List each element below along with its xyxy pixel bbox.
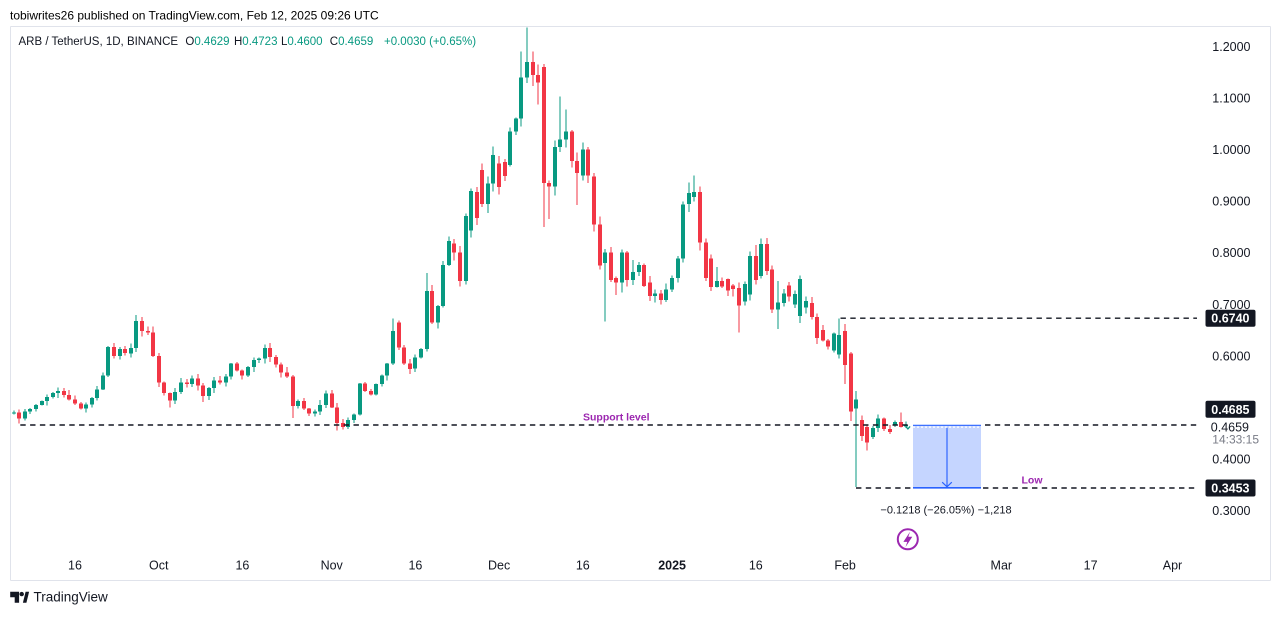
svg-text:0.4723: 0.4723	[242, 36, 277, 48]
svg-text:+0.0030 (+0.65%): +0.0030 (+0.65%)	[384, 36, 476, 48]
svg-text:0.8000: 0.8000	[1212, 246, 1250, 260]
svg-text:tobiwrites26 published on Trad: tobiwrites26 published on TradingView.co…	[10, 9, 379, 23]
svg-text:17: 17	[1084, 559, 1098, 573]
svg-text:0.4685: 0.4685	[1211, 403, 1249, 417]
svg-text:Low: Low	[1022, 475, 1044, 487]
svg-text:0.4629: 0.4629	[194, 36, 229, 48]
svg-text:Mar: Mar	[991, 559, 1013, 573]
svg-text:1.1000: 1.1000	[1212, 92, 1250, 106]
svg-text:0.6740: 0.6740	[1211, 312, 1249, 326]
svg-text:1.0000: 1.0000	[1212, 143, 1250, 157]
svg-text:16: 16	[68, 559, 82, 573]
svg-text:0.4000: 0.4000	[1212, 452, 1250, 466]
svg-text:0.3453: 0.3453	[1211, 482, 1249, 496]
svg-text:O: O	[185, 36, 194, 48]
svg-text:C: C	[330, 36, 338, 48]
svg-text:Apr: Apr	[1163, 559, 1182, 573]
svg-text:14:33:15: 14:33:15	[1212, 433, 1259, 447]
svg-text:16: 16	[749, 559, 763, 573]
svg-text:16: 16	[408, 559, 422, 573]
svg-text:−0.1218 (−26.05%) −1,218: −0.1218 (−26.05%) −1,218	[880, 505, 1011, 517]
svg-text:0.4659: 0.4659	[338, 36, 373, 48]
svg-text:Support level: Support level	[583, 412, 650, 424]
svg-text:0.7000: 0.7000	[1212, 298, 1250, 312]
svg-text:ARB / TetherUS, 1D, BINANCE: ARB / TetherUS, 1D, BINANCE	[19, 36, 179, 48]
svg-text:16: 16	[576, 559, 590, 573]
svg-text:0.6000: 0.6000	[1212, 349, 1250, 363]
svg-text:0.4600: 0.4600	[287, 36, 322, 48]
svg-text:Dec: Dec	[488, 559, 510, 573]
svg-text:Oct: Oct	[149, 559, 169, 573]
svg-text:0.9000: 0.9000	[1212, 195, 1250, 209]
svg-text:L: L	[281, 36, 288, 48]
svg-text:16: 16	[235, 559, 249, 573]
svg-text:0.4659: 0.4659	[1211, 421, 1249, 435]
svg-text:Feb: Feb	[834, 559, 856, 573]
svg-text:H: H	[234, 36, 242, 48]
svg-text:TradingView: TradingView	[34, 590, 109, 605]
svg-text:Nov: Nov	[321, 559, 344, 573]
svg-text:0.3000: 0.3000	[1212, 504, 1250, 518]
svg-text:1.2000: 1.2000	[1212, 40, 1250, 54]
svg-text:2025: 2025	[658, 559, 686, 573]
